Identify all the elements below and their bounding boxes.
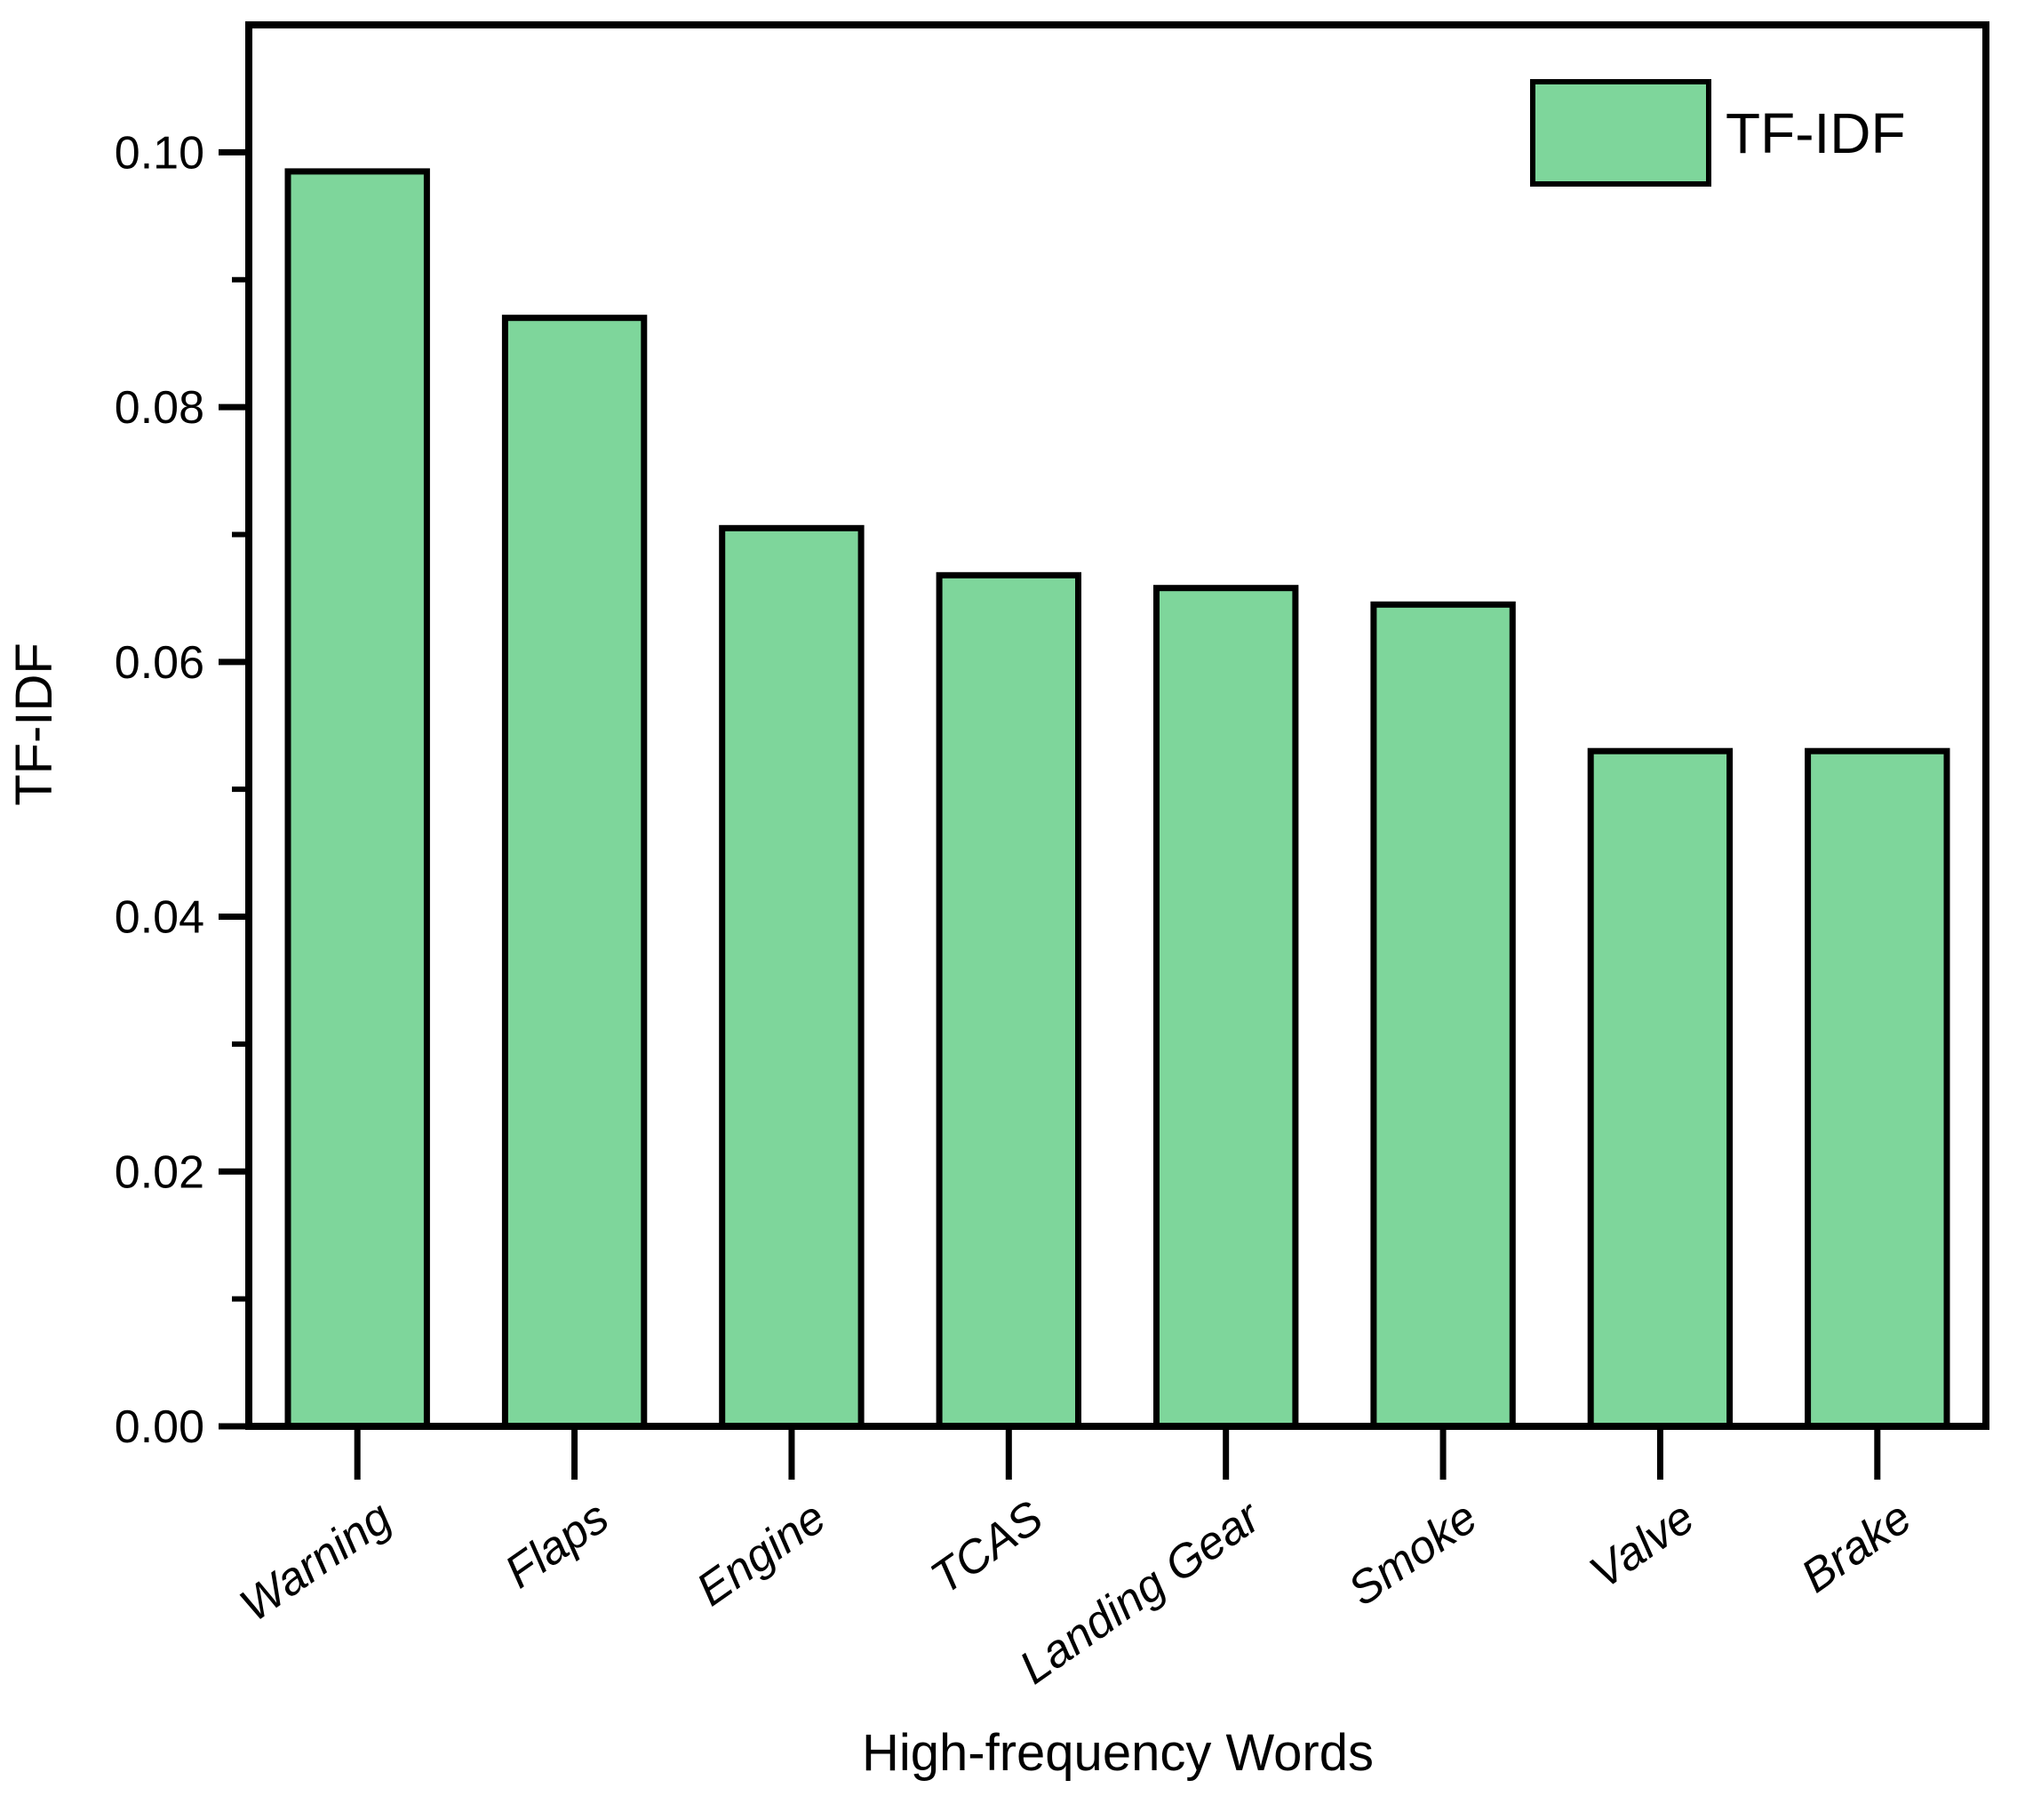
bar-valve — [1587, 747, 1734, 1430]
x-tick-label: Landing Gear — [1010, 1490, 1272, 1695]
plot-border — [245, 21, 1989, 1430]
x-tick-label: Brake — [1792, 1491, 1921, 1602]
y-tick-label: 0.00 — [115, 1401, 204, 1453]
bar-warning — [284, 168, 430, 1430]
y-axis-title: TF-IDF — [5, 643, 63, 806]
bar-smoke — [1370, 601, 1516, 1430]
x-tick-label: Smoke — [1339, 1491, 1487, 1616]
bar-brake — [1805, 747, 1950, 1430]
y-tick-label: 0.04 — [115, 892, 204, 944]
y-tick-label: 0.02 — [115, 1146, 204, 1198]
x-tick-label: Valve — [1581, 1491, 1703, 1599]
legend-label: TF-IDF — [1726, 101, 1906, 165]
x-tick-label: Flaps — [496, 1491, 618, 1598]
y-tick-label: 0.08 — [115, 382, 204, 434]
x-axis-title: High-frequency Words — [862, 1724, 1374, 1782]
bar-landing-gear — [1153, 585, 1299, 1430]
legend-swatch-icon — [1530, 79, 1711, 187]
legend: TF-IDF — [1530, 79, 1906, 187]
x-tick-label: TCAS — [921, 1491, 1052, 1604]
y-tick-label: 0.10 — [115, 127, 204, 179]
bar-flaps — [501, 315, 648, 1430]
bars-layer — [284, 168, 1950, 1430]
y-tick-label: 0.06 — [115, 637, 204, 689]
bar-engine — [719, 524, 865, 1430]
bar-tcas — [936, 571, 1081, 1430]
x-tick-label: Warning — [231, 1491, 401, 1632]
x-tick-label: Engine — [688, 1491, 835, 1616]
